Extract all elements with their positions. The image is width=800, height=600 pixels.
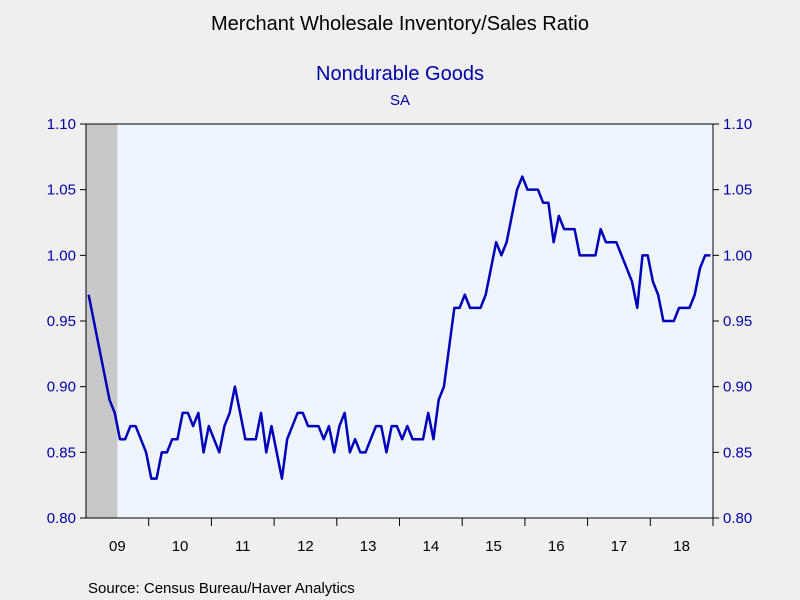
plot-frame xyxy=(85,123,714,519)
ytick-label-right: 1.00 xyxy=(723,247,752,264)
xtick-label: 10 xyxy=(172,538,189,555)
ytick-label-left: 1.10 xyxy=(47,116,76,133)
source-note: Source: Census Bureau/Haver Analytics xyxy=(88,580,355,597)
xtick-label: 17 xyxy=(611,538,628,555)
ytick-label-left: 1.00 xyxy=(47,247,76,264)
series-line xyxy=(87,175,711,480)
xtick-label: 14 xyxy=(423,538,440,555)
ytick-label-left: 1.05 xyxy=(47,182,76,199)
ytick-label-left: 0.85 xyxy=(47,444,76,461)
recession-shading xyxy=(86,124,118,518)
xtick-label: 12 xyxy=(297,538,314,555)
xtick-label: 11 xyxy=(235,538,251,555)
xtick-label: 09 xyxy=(109,538,126,555)
chart-note: SA xyxy=(390,92,410,109)
xtick-label: 18 xyxy=(673,538,690,555)
chart-subtitle: Nondurable Goods xyxy=(316,63,484,85)
chart-title: Merchant Wholesale Inventory/Sales Ratio xyxy=(211,13,589,35)
ytick-label-right: 0.90 xyxy=(723,379,752,396)
ytick-label-right: 1.05 xyxy=(723,182,752,199)
xtick-label: 15 xyxy=(485,538,502,555)
ytick-label-left: 0.90 xyxy=(47,379,76,396)
xtick-label: 13 xyxy=(360,538,377,555)
ytick-label-left: 0.95 xyxy=(47,313,76,330)
plot-area xyxy=(86,124,713,518)
ytick-label-right: 0.80 xyxy=(723,510,752,527)
ytick-label-right: 0.85 xyxy=(723,444,752,461)
ytick-label-right: 1.10 xyxy=(723,116,752,133)
ytick-label-left: 0.80 xyxy=(47,510,76,527)
ytick-label-right: 0.95 xyxy=(723,313,752,330)
xtick-label: 16 xyxy=(548,538,565,555)
